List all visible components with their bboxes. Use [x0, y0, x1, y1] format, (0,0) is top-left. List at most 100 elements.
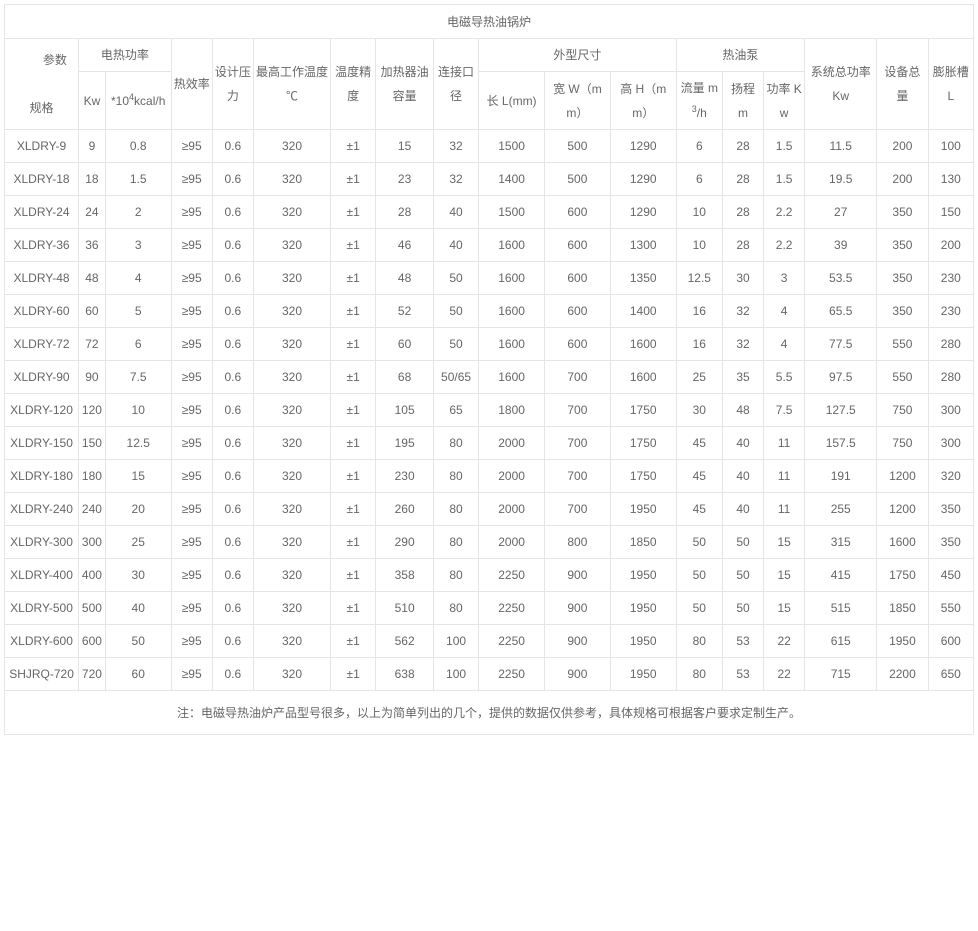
- cell-t: 320: [253, 526, 330, 559]
- cell-p: 0.6: [212, 526, 253, 559]
- cell-tp: ±1: [331, 592, 376, 625]
- hdr-size-h: 高 H（mm）: [610, 72, 676, 130]
- cell-eff: ≥95: [171, 460, 212, 493]
- cell-m: XLDRY-400: [5, 559, 79, 592]
- table-row: XLDRY-12012010≥950.6320±1105651800700175…: [5, 394, 974, 427]
- cell-m: SHJRQ-720: [5, 658, 79, 691]
- cell-kcal: 30: [105, 559, 171, 592]
- table-title: 电磁导热油锅炉: [5, 5, 974, 39]
- cell-oc: 52: [376, 295, 434, 328]
- cell-kw: 240: [79, 493, 106, 526]
- cell-kw: 180: [79, 460, 106, 493]
- cell-kcal: 3: [105, 229, 171, 262]
- cell-w: 700: [544, 361, 610, 394]
- cell-p: 0.6: [212, 130, 253, 163]
- cell-m: XLDRY-60: [5, 295, 79, 328]
- cell-p: 0.6: [212, 328, 253, 361]
- cell-ph: 40: [722, 427, 763, 460]
- cell-eff: ≥95: [171, 592, 212, 625]
- cell-tw: 1950: [877, 625, 928, 658]
- cell-eff: ≥95: [171, 526, 212, 559]
- cell-tp: ±1: [331, 229, 376, 262]
- cell-w: 900: [544, 592, 610, 625]
- table-row: XLDRY-18181.5≥950.6320±12332140050012906…: [5, 163, 974, 196]
- cell-sp: 615: [805, 625, 877, 658]
- cell-tp: ±1: [331, 658, 376, 691]
- cell-ph: 32: [722, 328, 763, 361]
- cell-w: 900: [544, 559, 610, 592]
- cell-kcal: 4: [105, 262, 171, 295]
- hdr-pump-power: 功率 Kw: [764, 72, 805, 130]
- cell-cd: 50: [433, 295, 478, 328]
- hdr-size-group: 外型尺寸: [479, 39, 676, 72]
- cell-pp: 5.5: [764, 361, 805, 394]
- cell-cd: 80: [433, 460, 478, 493]
- cell-p: 0.6: [212, 229, 253, 262]
- cell-m: XLDRY-180: [5, 460, 79, 493]
- cell-h: 1600: [610, 328, 676, 361]
- cell-l: 1500: [479, 196, 545, 229]
- cell-w: 600: [544, 262, 610, 295]
- cell-tw: 750: [877, 394, 928, 427]
- cell-p: 0.6: [212, 559, 253, 592]
- cell-tw: 1750: [877, 559, 928, 592]
- cell-m: XLDRY-9: [5, 130, 79, 163]
- cell-pp: 11: [764, 427, 805, 460]
- cell-tp: ±1: [331, 559, 376, 592]
- cell-sp: 315: [805, 526, 877, 559]
- cell-p: 0.6: [212, 592, 253, 625]
- cell-pf: 25: [676, 361, 722, 394]
- cell-t: 320: [253, 196, 330, 229]
- cell-m: XLDRY-500: [5, 592, 79, 625]
- cell-kcal: 7.5: [105, 361, 171, 394]
- cell-h: 1400: [610, 295, 676, 328]
- cell-m: XLDRY-120: [5, 394, 79, 427]
- cell-pf: 16: [676, 295, 722, 328]
- cell-t: 320: [253, 262, 330, 295]
- cell-l: 2250: [479, 592, 545, 625]
- cell-sp: 255: [805, 493, 877, 526]
- cell-kcal: 50: [105, 625, 171, 658]
- table-row: XLDRY-990.8≥950.6320±1153215005001290628…: [5, 130, 974, 163]
- cell-kw: 90: [79, 361, 106, 394]
- cell-h: 1300: [610, 229, 676, 262]
- cell-cd: 80: [433, 427, 478, 460]
- cell-tw: 2200: [877, 658, 928, 691]
- table-row: XLDRY-24242≥950.6320±1284015006001290102…: [5, 196, 974, 229]
- cell-eff: ≥95: [171, 361, 212, 394]
- cell-tw: 750: [877, 427, 928, 460]
- cell-l: 1600: [479, 295, 545, 328]
- cell-t: 320: [253, 493, 330, 526]
- cell-pf: 12.5: [676, 262, 722, 295]
- cell-t: 320: [253, 130, 330, 163]
- cell-et: 130: [928, 163, 973, 196]
- cell-eff: ≥95: [171, 163, 212, 196]
- cell-et: 600: [928, 625, 973, 658]
- table-row: XLDRY-48484≥950.6320±148501600600135012.…: [5, 262, 974, 295]
- cell-pp: 15: [764, 526, 805, 559]
- cell-p: 0.6: [212, 625, 253, 658]
- cell-l: 1800: [479, 394, 545, 427]
- cell-l: 1600: [479, 229, 545, 262]
- cell-tw: 350: [877, 196, 928, 229]
- table-row: XLDRY-18018015≥950.6320±1230802000700175…: [5, 460, 974, 493]
- cell-h: 1600: [610, 361, 676, 394]
- cell-et: 300: [928, 394, 973, 427]
- cell-sp: 53.5: [805, 262, 877, 295]
- cell-p: 0.6: [212, 658, 253, 691]
- cell-et: 350: [928, 526, 973, 559]
- cell-p: 0.6: [212, 460, 253, 493]
- cell-tp: ±1: [331, 196, 376, 229]
- hdr-conn-diameter: 连接口径: [433, 39, 478, 130]
- cell-m: XLDRY-240: [5, 493, 79, 526]
- cell-et: 550: [928, 592, 973, 625]
- cell-oc: 28: [376, 196, 434, 229]
- cell-kw: 500: [79, 592, 106, 625]
- cell-tp: ±1: [331, 328, 376, 361]
- cell-t: 320: [253, 361, 330, 394]
- cell-et: 230: [928, 262, 973, 295]
- cell-oc: 290: [376, 526, 434, 559]
- cell-kcal: 20: [105, 493, 171, 526]
- hdr-size-w: 宽 W（mm）: [544, 72, 610, 130]
- cell-h: 1750: [610, 427, 676, 460]
